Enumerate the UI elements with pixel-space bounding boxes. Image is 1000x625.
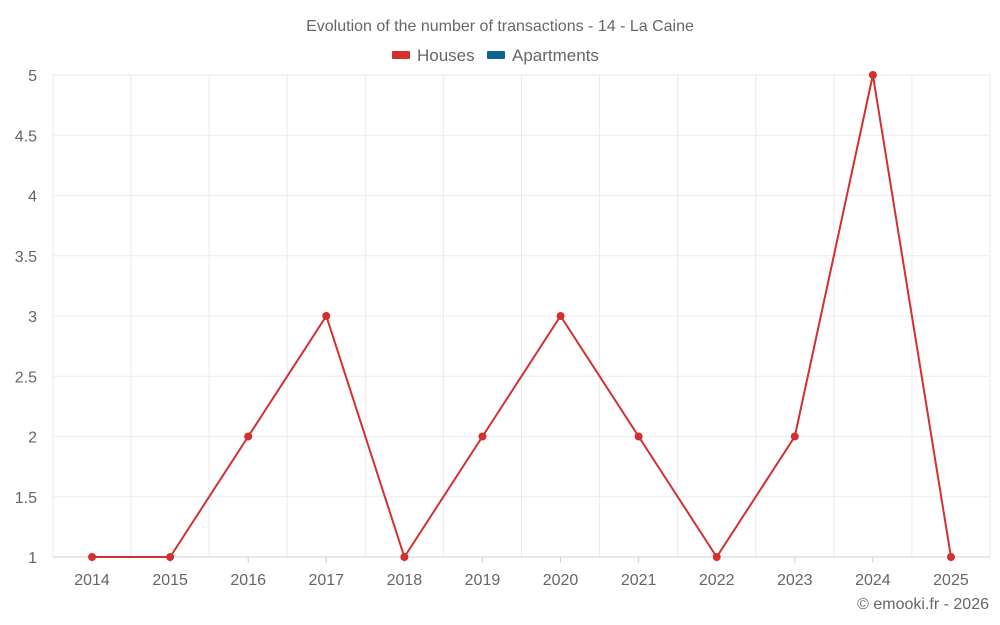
x-tick-label: 2014 xyxy=(74,572,110,589)
x-tick-label: 2022 xyxy=(699,572,735,589)
chart-title: Evolution of the number of transactions … xyxy=(306,18,694,35)
axes: 1 1.5 2 2.5 3 3.5 4 4.5 5 2014 2015 2016 2017 2018 201… xyxy=(15,68,990,589)
x-tick-label: 2024 xyxy=(855,572,891,589)
y-tick-label: 3 xyxy=(28,309,37,326)
y-tick-label: 3.5 xyxy=(15,249,37,266)
data-point-houses[interactable] xyxy=(478,432,487,441)
y-tick-label: 4.5 xyxy=(15,128,37,145)
data-point-houses[interactable] xyxy=(712,553,721,561)
legend-item-apartments[interactable]: Apartments xyxy=(487,46,599,65)
data-point-houses[interactable] xyxy=(244,432,253,441)
data-point-houses[interactable] xyxy=(634,432,643,441)
y-tick-label: 2.5 xyxy=(15,369,37,386)
y-tick-label: 2 xyxy=(28,430,37,447)
x-tick-label: 2018 xyxy=(387,572,423,589)
y-tick-label: 1 xyxy=(28,550,37,567)
x-tick-label: 2023 xyxy=(777,572,813,589)
data-point-houses[interactable] xyxy=(868,71,877,79)
x-tick-label: 2021 xyxy=(621,572,657,589)
data-point-houses[interactable] xyxy=(322,312,331,320)
x-tick-label: 2020 xyxy=(543,572,579,589)
x-tick-label: 2015 xyxy=(152,572,188,589)
data-point-houses[interactable] xyxy=(946,553,955,561)
legend-swatch-houses xyxy=(392,51,410,59)
data-point-houses[interactable] xyxy=(400,553,409,561)
x-tick-label: 2017 xyxy=(308,572,344,589)
legend-label-houses: Houses xyxy=(417,46,475,65)
credit-text: © emooki.fr - 2026 xyxy=(857,596,989,613)
data-point-houses[interactable] xyxy=(88,553,97,561)
series-line-houses xyxy=(92,74,952,558)
y-tick-label: 1.5 xyxy=(15,490,37,507)
legend[interactable]: Houses Apartments xyxy=(392,46,599,65)
legend-item-houses[interactable]: Houses xyxy=(392,46,475,65)
y-tick-label: 5 xyxy=(28,68,37,85)
y-tick-label: 4 xyxy=(28,189,37,206)
grid xyxy=(52,74,991,557)
x-tick-label: 2016 xyxy=(230,572,266,589)
data-point-houses[interactable] xyxy=(556,312,565,320)
series-group xyxy=(88,71,955,561)
data-point-houses[interactable] xyxy=(790,432,799,441)
x-tick-label: 2025 xyxy=(933,572,969,589)
legend-swatch-apartments xyxy=(487,51,505,59)
x-tick-label: 2019 xyxy=(465,572,501,589)
legend-label-apartments: Apartments xyxy=(512,46,599,65)
data-point-houses[interactable] xyxy=(166,553,175,561)
